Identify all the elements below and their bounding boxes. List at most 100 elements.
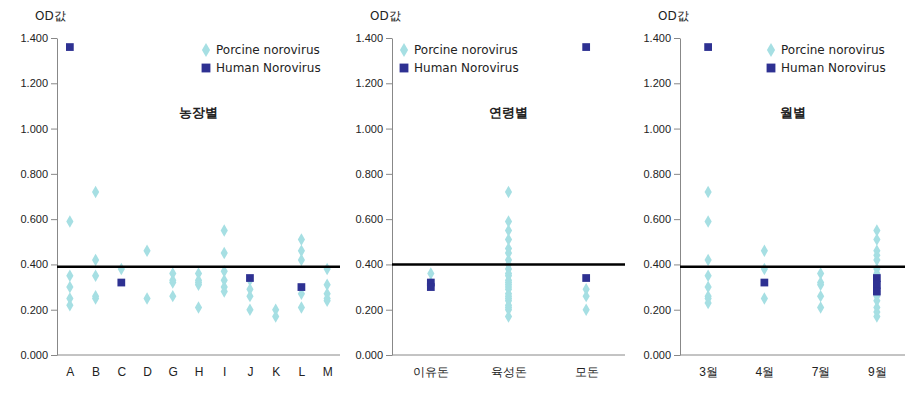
x-tick-label: 9월	[868, 365, 887, 379]
y-tick-label: 1.400	[20, 32, 48, 44]
y-tick-mark	[674, 264, 680, 265]
point	[92, 292, 99, 304]
y-axis-title: OD값	[370, 9, 401, 23]
x-tick-label: 이유돈	[413, 365, 449, 379]
point	[583, 290, 590, 302]
point	[705, 297, 712, 309]
y-tick-label: 0.400	[643, 258, 671, 270]
y-tick-label: 1.400	[355, 32, 383, 44]
panel: 0.0000.2000.4000.6000.8001.0001.2001.400…	[20, 9, 340, 379]
series	[427, 43, 590, 291]
y-tick-mark	[386, 310, 392, 311]
point	[221, 224, 228, 236]
y-tick: 0.400	[20, 258, 57, 270]
legend: Porcine norovirusHuman Norovirus	[400, 43, 519, 75]
y-tick-mark	[51, 38, 57, 39]
legend-symbol	[767, 64, 776, 73]
x-tick: C	[117, 365, 126, 379]
point	[582, 43, 590, 51]
point	[761, 279, 769, 287]
y-tick: 1.200	[355, 77, 392, 89]
y-tick-mark	[674, 38, 680, 39]
point	[66, 270, 73, 282]
series	[705, 186, 881, 323]
x-tick: A	[66, 365, 74, 379]
y-tick: 0.600	[643, 213, 680, 225]
y-tick: 0.200	[643, 304, 680, 316]
y-tick: 0.400	[643, 258, 680, 270]
y-tick-mark	[386, 174, 392, 175]
y-tick-mark	[674, 129, 680, 130]
panel: 0.0000.2000.4000.6000.8001.0001.2001.400…	[643, 9, 905, 379]
point	[705, 186, 712, 198]
x-tick-label: H	[195, 365, 204, 379]
y-tick: 0.200	[20, 304, 57, 316]
point	[704, 43, 712, 51]
x-tick-label: 3월	[699, 365, 718, 379]
y-tick-label: 0.800	[643, 168, 671, 180]
y-tick: 1.000	[20, 123, 57, 135]
x-tick: 육성돈	[491, 365, 527, 379]
point	[169, 290, 176, 302]
y-axis: 0.0000.2000.4000.6000.8001.0001.2001.400	[355, 32, 392, 361]
x-tick-label: 7월	[812, 365, 831, 379]
point	[817, 290, 824, 302]
point	[195, 301, 202, 313]
point	[761, 292, 768, 304]
x-tick-label: I	[223, 365, 226, 379]
y-tick: 0.000	[643, 349, 680, 361]
point	[873, 310, 880, 322]
legend-symbol	[767, 43, 775, 57]
point	[221, 285, 228, 297]
x-tick-label: D	[143, 365, 152, 379]
y-tick-label: 0.400	[355, 258, 383, 270]
chart-title: 월별	[780, 105, 806, 120]
legend-label: Porcine norovirus	[216, 43, 320, 57]
point	[427, 283, 435, 291]
x-tick-label: 모돈	[575, 365, 599, 379]
y-tick-mark	[674, 355, 680, 356]
y-tick-mark	[51, 310, 57, 311]
y-tick-label: 1.400	[643, 32, 671, 44]
y-tick: 0.800	[355, 168, 392, 180]
y-axis: 0.0000.2000.4000.6000.8001.0001.2001.400	[643, 32, 680, 361]
y-tick-mark	[51, 264, 57, 265]
y-tick-label: 0.200	[643, 304, 671, 316]
legend-label: Porcine norovirus	[414, 43, 518, 57]
x-tick: D	[143, 365, 152, 379]
point	[705, 215, 712, 227]
y-tick-label: 1.000	[643, 123, 671, 135]
point	[705, 254, 712, 266]
y-tick: 1.400	[355, 32, 392, 44]
point	[143, 245, 150, 257]
y-tick-label: 1.000	[355, 123, 383, 135]
y-tick-mark	[386, 83, 392, 84]
point	[817, 279, 824, 291]
y-tick-mark	[674, 83, 680, 84]
series	[427, 186, 590, 323]
y-tick: 0.400	[355, 258, 392, 270]
legend-label: Porcine norovirus	[781, 43, 885, 57]
plot-marks	[57, 43, 340, 323]
y-tick: 0.800	[643, 168, 680, 180]
y-tick-label: 0.200	[355, 304, 383, 316]
y-tick-mark	[51, 174, 57, 175]
plot-marks	[680, 43, 905, 323]
legend-symbol	[202, 43, 210, 57]
point	[583, 303, 590, 315]
point	[195, 276, 202, 288]
point	[582, 274, 590, 282]
legend: Porcine norovirusHuman Norovirus	[767, 43, 886, 75]
y-tick-mark	[674, 310, 680, 311]
series	[704, 43, 880, 295]
plot-marks	[392, 43, 625, 323]
series	[66, 186, 330, 323]
y-tick-label: 0.000	[643, 349, 671, 361]
series	[66, 43, 305, 291]
chart-figure: 0.000 0.200 0.400 0.600 0.800 1.000 1.200 1.400…	[0, 0, 912, 396]
point	[298, 254, 305, 266]
point	[761, 245, 768, 257]
cutoff-line	[392, 263, 625, 266]
y-tick-label: 0.000	[20, 349, 48, 361]
y-tick: 1.200	[20, 77, 57, 89]
